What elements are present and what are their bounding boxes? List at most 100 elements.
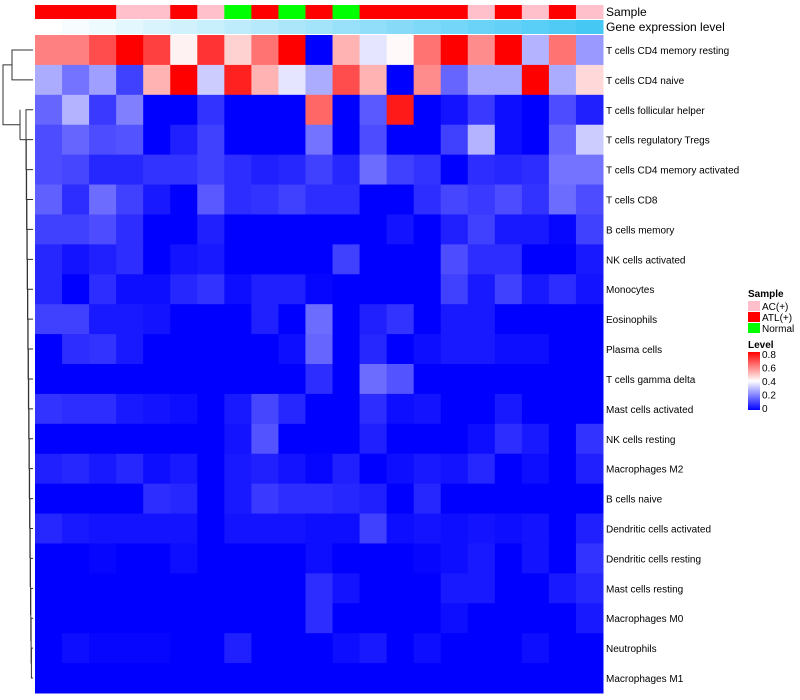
heatmap-cell [386, 573, 415, 604]
heatmap-cell [494, 393, 523, 425]
heatmap-cell [386, 304, 415, 335]
heatmap-cell [359, 35, 388, 66]
heatmap-cell [35, 94, 63, 126]
heatmap-cell [575, 364, 604, 395]
heatmap-cell [305, 94, 334, 126]
heatmap-cell [35, 184, 63, 215]
heatmap-cell [386, 633, 415, 664]
heatmap-cell [35, 364, 63, 395]
heatmap-cell [116, 393, 144, 425]
heatmap-cell [197, 423, 225, 455]
heatmap-cell [305, 603, 334, 634]
heatmap-cell [278, 274, 306, 305]
heatmap-cell [170, 364, 198, 395]
heatmap-cell [305, 154, 334, 186]
heatmap-cell [413, 633, 442, 664]
heatmap-cell [440, 423, 469, 455]
gene-level-annotation-cell [548, 20, 577, 34]
dendrogram-branch [11, 49, 33, 81]
heatmap-cell [35, 573, 63, 604]
heatmap-cell [440, 663, 469, 694]
heatmap-cell [116, 543, 144, 574]
heatmap-cell [143, 304, 171, 335]
heatmap-cell [35, 64, 63, 96]
heatmap-cell [575, 274, 604, 305]
heatmap-cell [413, 64, 442, 96]
heatmap-cell [224, 304, 252, 335]
heatmap-cell [494, 633, 523, 664]
heatmap-cell [413, 244, 442, 275]
heatmap-cell [224, 573, 252, 604]
heatmap-cell [305, 124, 334, 156]
heatmap-cell [494, 94, 523, 126]
heatmap-cell [413, 483, 442, 515]
heatmap-cell [35, 154, 63, 186]
heatmap-cell [413, 663, 442, 694]
heatmap-cell [251, 35, 279, 66]
heatmap-cell [521, 214, 550, 245]
heatmap-cell [575, 64, 604, 96]
heatmap-cell [575, 214, 604, 245]
heatmap-cell [197, 184, 225, 215]
heatmap-cell [278, 393, 306, 425]
heatmap-cell [305, 304, 334, 335]
heatmap-cell [575, 244, 604, 275]
heatmap-cell [332, 304, 361, 335]
heatmap-cell [467, 244, 496, 275]
heatmap-cell [467, 94, 496, 126]
heatmap-cell [521, 154, 550, 186]
heatmap-cell [143, 214, 171, 245]
heatmap-cell [413, 154, 442, 186]
legend-sample-label: Normal [762, 324, 794, 335]
heatmap-cell [62, 35, 90, 66]
heatmap-cell [224, 423, 252, 455]
heatmap-cell [62, 334, 90, 365]
row-label: T cells CD8 [606, 196, 658, 207]
heatmap-cell [251, 244, 279, 275]
heatmap-cell [521, 274, 550, 305]
heatmap-cell [332, 244, 361, 275]
row-label: Plasma cells [606, 345, 662, 356]
heatmap-cell [278, 35, 306, 66]
heatmap-cell [170, 274, 198, 305]
heatmap-cell [62, 94, 90, 126]
heatmap-cell [305, 214, 334, 245]
heatmap-cell [494, 603, 523, 634]
heatmap-cell [467, 513, 496, 544]
heatmap-cell [251, 214, 279, 245]
heatmap-cell [143, 543, 171, 574]
heatmap-cell [521, 94, 550, 126]
heatmap-cell [332, 214, 361, 245]
heatmap-cell [251, 543, 279, 574]
heatmap-cell [278, 573, 306, 604]
sample-annotation-cell [251, 5, 279, 19]
heatmap-cell [305, 633, 334, 664]
row-label: T cells regulatory Tregs [606, 136, 710, 147]
heatmap-cell [89, 64, 117, 96]
heatmap-cell [62, 663, 90, 694]
heatmap-cell [467, 304, 496, 335]
heatmap-cell [89, 453, 117, 485]
heatmap-cell [467, 364, 496, 395]
heatmap-cell [386, 423, 415, 455]
heatmap-cell [521, 453, 550, 485]
row-label: Neutrophils [606, 644, 657, 655]
heatmap-cell [467, 184, 496, 215]
heatmap-cell [494, 244, 523, 275]
heatmap-cell [170, 124, 198, 156]
heatmap-cell [62, 573, 90, 604]
heatmap-cell [494, 334, 523, 365]
heatmap-cell [440, 64, 469, 96]
heatmap-cell [359, 304, 388, 335]
heatmap-cell [359, 393, 388, 425]
heatmap-cell [467, 603, 496, 634]
heatmap-cell [440, 513, 469, 544]
heatmap-cell [170, 184, 198, 215]
heatmap-cell [251, 513, 279, 544]
heatmap-cell [35, 663, 63, 694]
heatmap-cell [413, 393, 442, 425]
legend-level-tick: 0.4 [762, 377, 776, 388]
heatmap-cell [467, 663, 496, 694]
heatmap-cell [467, 543, 496, 574]
heatmap-cell [143, 124, 171, 156]
